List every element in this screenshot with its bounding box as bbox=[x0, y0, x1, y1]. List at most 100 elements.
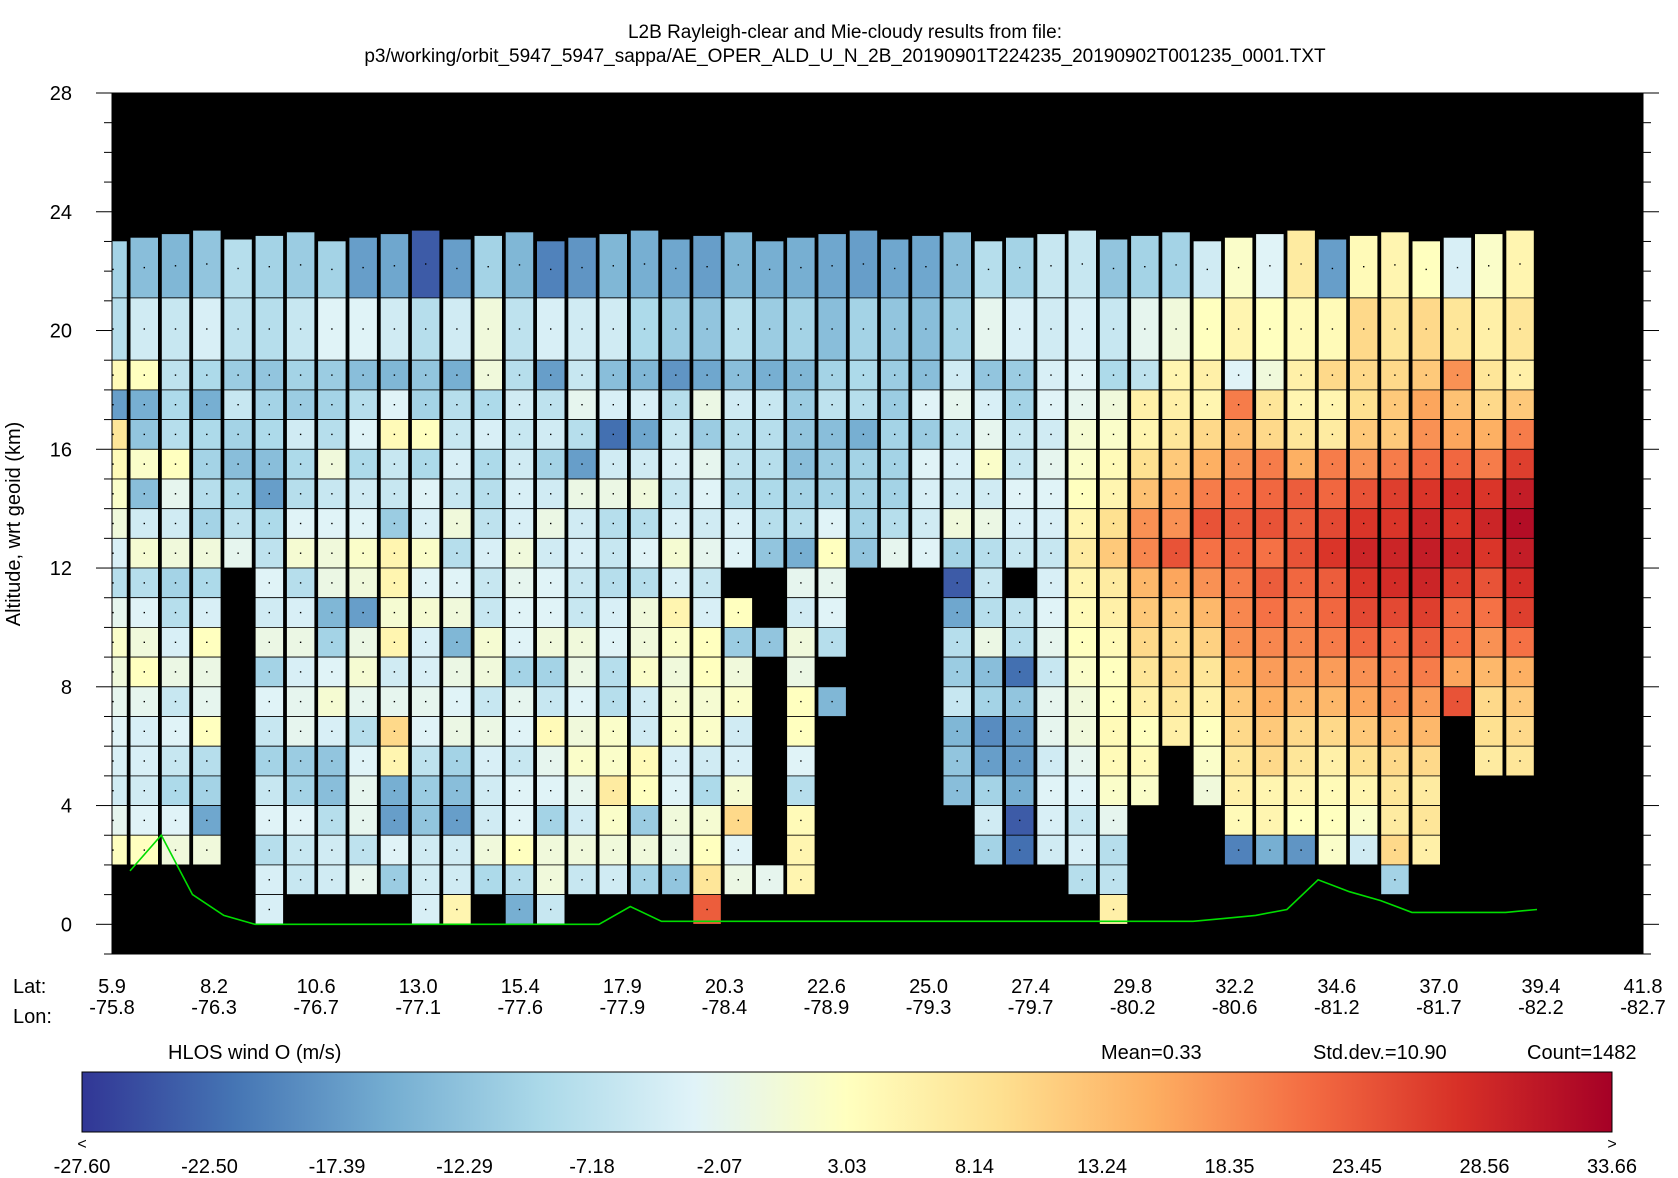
measurement-dot bbox=[1425, 463, 1427, 465]
measurement-dot bbox=[1081, 879, 1083, 881]
measurement-dot bbox=[956, 760, 958, 762]
x-tick-label-lat: 25.0 bbox=[909, 976, 948, 998]
measurement-dot bbox=[268, 463, 270, 465]
measurement-dot bbox=[1456, 266, 1459, 269]
measurement-dot bbox=[1269, 433, 1271, 436]
y-tick-label: 4 bbox=[61, 796, 72, 818]
measurement-dot bbox=[1488, 641, 1490, 643]
measurement-dot bbox=[1394, 522, 1396, 525]
measurement-dot bbox=[1425, 493, 1427, 495]
measurement-dot bbox=[675, 522, 677, 525]
measurement-dot bbox=[737, 671, 739, 673]
measurement-dot bbox=[737, 433, 739, 436]
measurement-dot bbox=[1050, 552, 1052, 554]
measurement-dot bbox=[1112, 463, 1115, 465]
measurement-dot bbox=[581, 463, 583, 465]
measurement-dot bbox=[206, 433, 208, 436]
measurement-dot bbox=[393, 790, 396, 792]
measurement-dot bbox=[956, 374, 958, 376]
measurement-dot bbox=[1112, 328, 1115, 330]
measurement-dot bbox=[1081, 433, 1083, 436]
measurement-dot bbox=[1175, 328, 1177, 330]
measurement-dot bbox=[706, 611, 708, 614]
measurement-dot bbox=[331, 790, 333, 792]
measurement-dot bbox=[112, 493, 114, 495]
measurement-dot bbox=[1050, 522, 1052, 525]
measurement-dot bbox=[612, 641, 614, 643]
measurement-dot bbox=[518, 374, 521, 376]
measurement-dot bbox=[1112, 522, 1115, 525]
measurement-dot bbox=[1394, 264, 1396, 266]
measurement-dot bbox=[612, 493, 614, 495]
measurement-dot bbox=[268, 700, 270, 703]
measurement-dot bbox=[550, 671, 552, 673]
measurement-dot bbox=[299, 849, 302, 851]
measurement-dot bbox=[1331, 819, 1334, 822]
measurement-dot bbox=[112, 641, 114, 643]
measurement-dot bbox=[1331, 700, 1334, 703]
measurement-dot bbox=[1144, 611, 1146, 614]
colorbar-tick-label: -7.18 bbox=[569, 1156, 615, 1178]
measurement-dot bbox=[643, 760, 646, 762]
measurement-dot bbox=[1456, 582, 1459, 584]
measurement-dot bbox=[1112, 493, 1115, 495]
measurement-dot bbox=[425, 611, 427, 614]
measurement-dot bbox=[1206, 404, 1208, 406]
measurement-dot bbox=[393, 879, 396, 881]
measurement-dot bbox=[987, 374, 990, 376]
measurement-dot bbox=[643, 700, 646, 703]
measurement-dot bbox=[268, 404, 270, 406]
measurement-dot bbox=[143, 641, 145, 643]
colorbar-tick-label: -27.60 bbox=[54, 1156, 111, 1178]
measurement-dot bbox=[1425, 611, 1427, 614]
measurement-dot bbox=[206, 790, 208, 792]
measurement-dot bbox=[1300, 263, 1302, 265]
measurement-dot bbox=[1456, 433, 1459, 436]
measurement-dot bbox=[518, 404, 521, 406]
wind-cell bbox=[911, 478, 941, 510]
measurement-dot bbox=[1519, 671, 1521, 673]
measurement-dot bbox=[737, 730, 739, 732]
measurement-dot bbox=[1175, 264, 1177, 266]
measurement-dot bbox=[1394, 582, 1396, 584]
measurement-dot bbox=[1050, 265, 1052, 267]
x-tick-label-lon: -75.8 bbox=[89, 997, 135, 1019]
x-tick-label-lat: 37.0 bbox=[1419, 976, 1458, 998]
wind-cell bbox=[1411, 389, 1441, 420]
measurement-dot bbox=[800, 611, 802, 614]
measurement-dot bbox=[956, 641, 958, 643]
measurement-dot bbox=[987, 433, 990, 436]
measurement-dot bbox=[1019, 552, 1021, 554]
measurement-dot bbox=[143, 700, 145, 703]
measurement-dot bbox=[112, 671, 114, 673]
measurement-dot bbox=[362, 671, 364, 673]
measurement-dot bbox=[1488, 404, 1490, 406]
measurement-dot bbox=[550, 908, 552, 911]
measurement-dot bbox=[956, 700, 958, 703]
measurement-dot bbox=[987, 671, 990, 673]
measurement-dot bbox=[1112, 374, 1115, 376]
measurement-dot bbox=[1394, 730, 1396, 732]
measurement-dot bbox=[706, 328, 708, 330]
measurement-dot bbox=[268, 790, 270, 792]
measurement-dot bbox=[174, 760, 177, 762]
measurement-dot bbox=[675, 671, 677, 673]
measurement-dot bbox=[581, 328, 583, 330]
measurement-dot bbox=[675, 267, 677, 270]
x-tick-label-lat: 32.2 bbox=[1215, 976, 1254, 998]
measurement-dot bbox=[1019, 671, 1021, 673]
x-tick-label-lat: 10.6 bbox=[297, 976, 336, 998]
measurement-dot bbox=[987, 730, 990, 732]
measurement-dot bbox=[362, 522, 364, 525]
measurement-dot bbox=[1019, 790, 1021, 792]
measurement-dot bbox=[299, 552, 302, 554]
measurement-dot bbox=[456, 879, 458, 881]
measurement-dot bbox=[1300, 730, 1302, 732]
measurement-dot bbox=[1488, 582, 1490, 584]
measurement-dot bbox=[925, 522, 927, 525]
measurement-dot bbox=[1394, 671, 1396, 673]
measurement-dot bbox=[1425, 522, 1427, 525]
measurement-dot bbox=[831, 328, 833, 330]
measurement-dot bbox=[831, 552, 833, 554]
measurement-dot bbox=[1081, 849, 1083, 851]
